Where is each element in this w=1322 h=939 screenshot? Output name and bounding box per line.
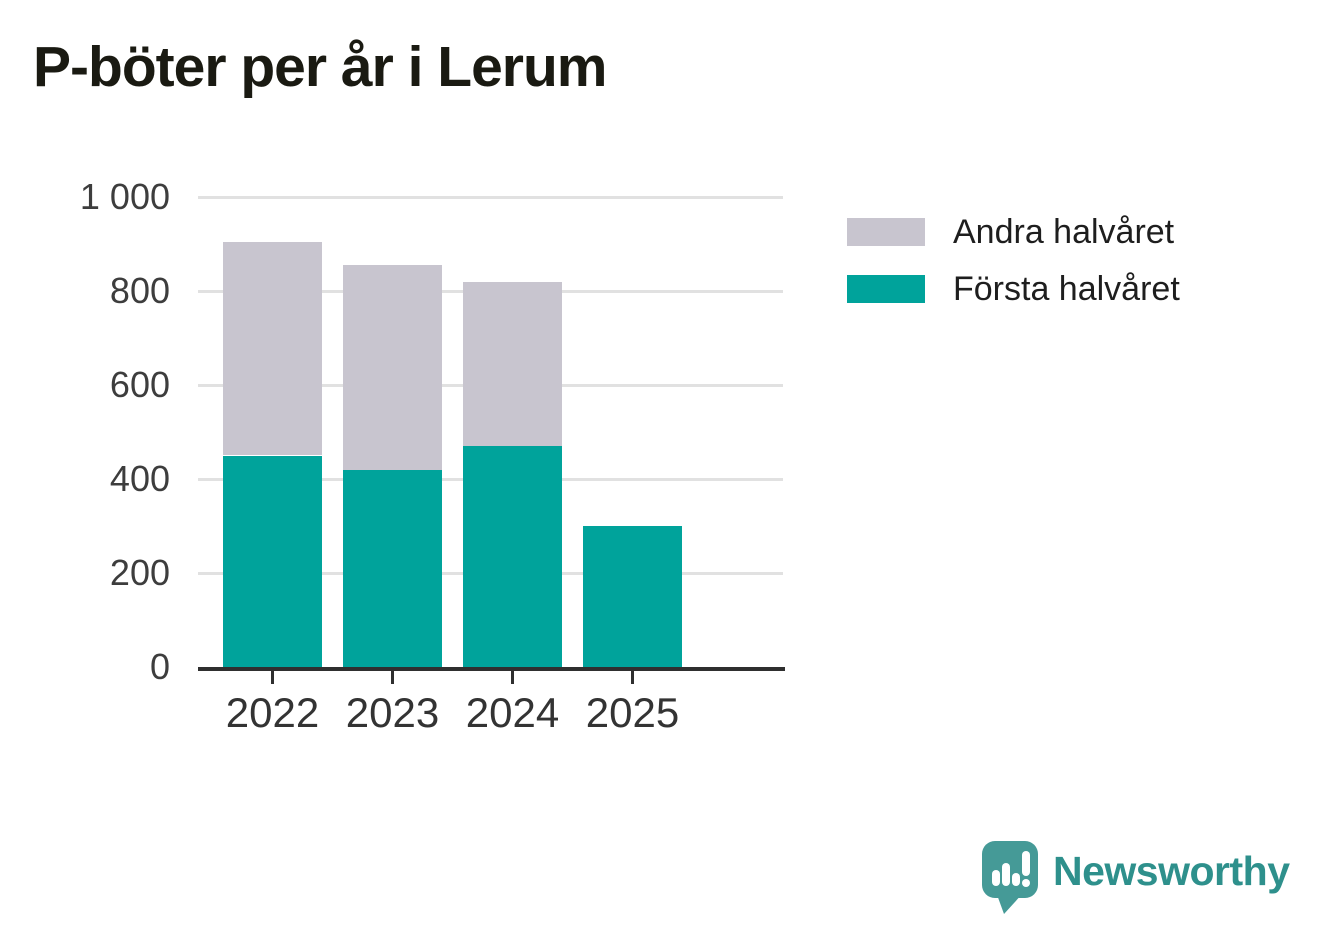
- y-axis-label: 800: [109, 270, 170, 311]
- gridline: [198, 195, 783, 199]
- bar-segment-2024: [463, 281, 562, 447]
- bar-segment-2022: [223, 241, 322, 456]
- x-axis-label: 2025: [585, 689, 680, 736]
- x-axis-label: 2023: [345, 689, 440, 736]
- newsworthy-logo-icon: [982, 841, 1038, 914]
- x-axis-label: 2024: [465, 689, 560, 736]
- chart-title: P-böter per år i Lerum: [33, 35, 607, 99]
- y-axis-label: 400: [109, 458, 170, 499]
- bar-segment-2025: [583, 526, 682, 667]
- x-axis-label: 2022: [225, 689, 320, 736]
- y-axis-label: 1 000: [79, 176, 170, 217]
- x-axis-tick: [271, 671, 274, 684]
- y-axis-label: 600: [109, 364, 170, 405]
- bar-segment-2024: [463, 446, 562, 667]
- y-axis-label: 200: [109, 552, 170, 593]
- legend-item: Första halvåret: [847, 270, 1180, 308]
- bar-segment-2023: [343, 265, 442, 470]
- legend-swatch: [847, 275, 925, 303]
- bar-segment-2022: [223, 455, 322, 667]
- legend-label: Första halvåret: [953, 269, 1180, 308]
- legend-label: Andra halvåret: [953, 212, 1175, 251]
- x-axis-tick: [511, 671, 514, 684]
- legend-swatch: [847, 218, 925, 246]
- y-axis-label: 0: [149, 646, 170, 687]
- chart-legend: Andra halvåret Första halvåret: [847, 213, 1180, 332]
- brand-footer: Newsworthy: [981, 840, 1290, 916]
- x-axis-tick: [391, 671, 394, 684]
- bar-segment-2023: [343, 469, 442, 667]
- x-axis-line: [198, 667, 785, 671]
- legend-item: Andra halvåret: [847, 213, 1180, 251]
- brand-wordmark: Newsworthy: [1053, 847, 1290, 894]
- x-axis-tick: [631, 671, 634, 684]
